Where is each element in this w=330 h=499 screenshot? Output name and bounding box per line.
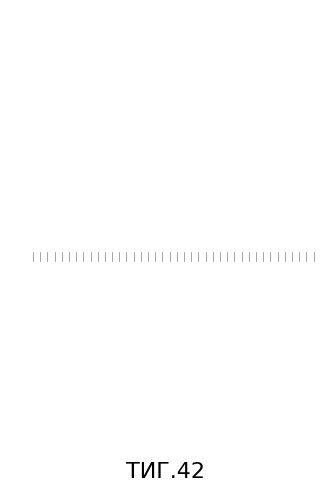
Ellipse shape [134,416,157,421]
Text: 4: 4 [13,383,23,398]
Text: 6: 6 [224,383,234,398]
Text: 2: 2 [193,134,203,149]
Ellipse shape [13,341,53,351]
Text: 3: 3 [238,319,248,334]
Ellipse shape [26,377,40,381]
Ellipse shape [269,421,299,428]
Text: 5: 5 [74,167,84,182]
Text: 5: 5 [125,383,135,398]
Ellipse shape [124,345,153,352]
Text: b: b [7,313,22,333]
Ellipse shape [280,361,307,369]
Text: 4: 4 [101,155,111,170]
Text: 6: 6 [25,175,35,190]
Ellipse shape [20,414,59,423]
Ellipse shape [129,149,155,170]
Text: a: a [7,24,21,44]
Ellipse shape [96,166,115,182]
Text: 2: 2 [125,319,135,334]
Text: 1: 1 [269,99,279,114]
Ellipse shape [31,360,54,365]
Text: ΤИГ.42: ΤИГ.42 [125,462,205,482]
Text: 1: 1 [13,319,23,334]
Ellipse shape [129,395,155,405]
Text: 3: 3 [144,149,153,164]
Ellipse shape [244,340,297,368]
